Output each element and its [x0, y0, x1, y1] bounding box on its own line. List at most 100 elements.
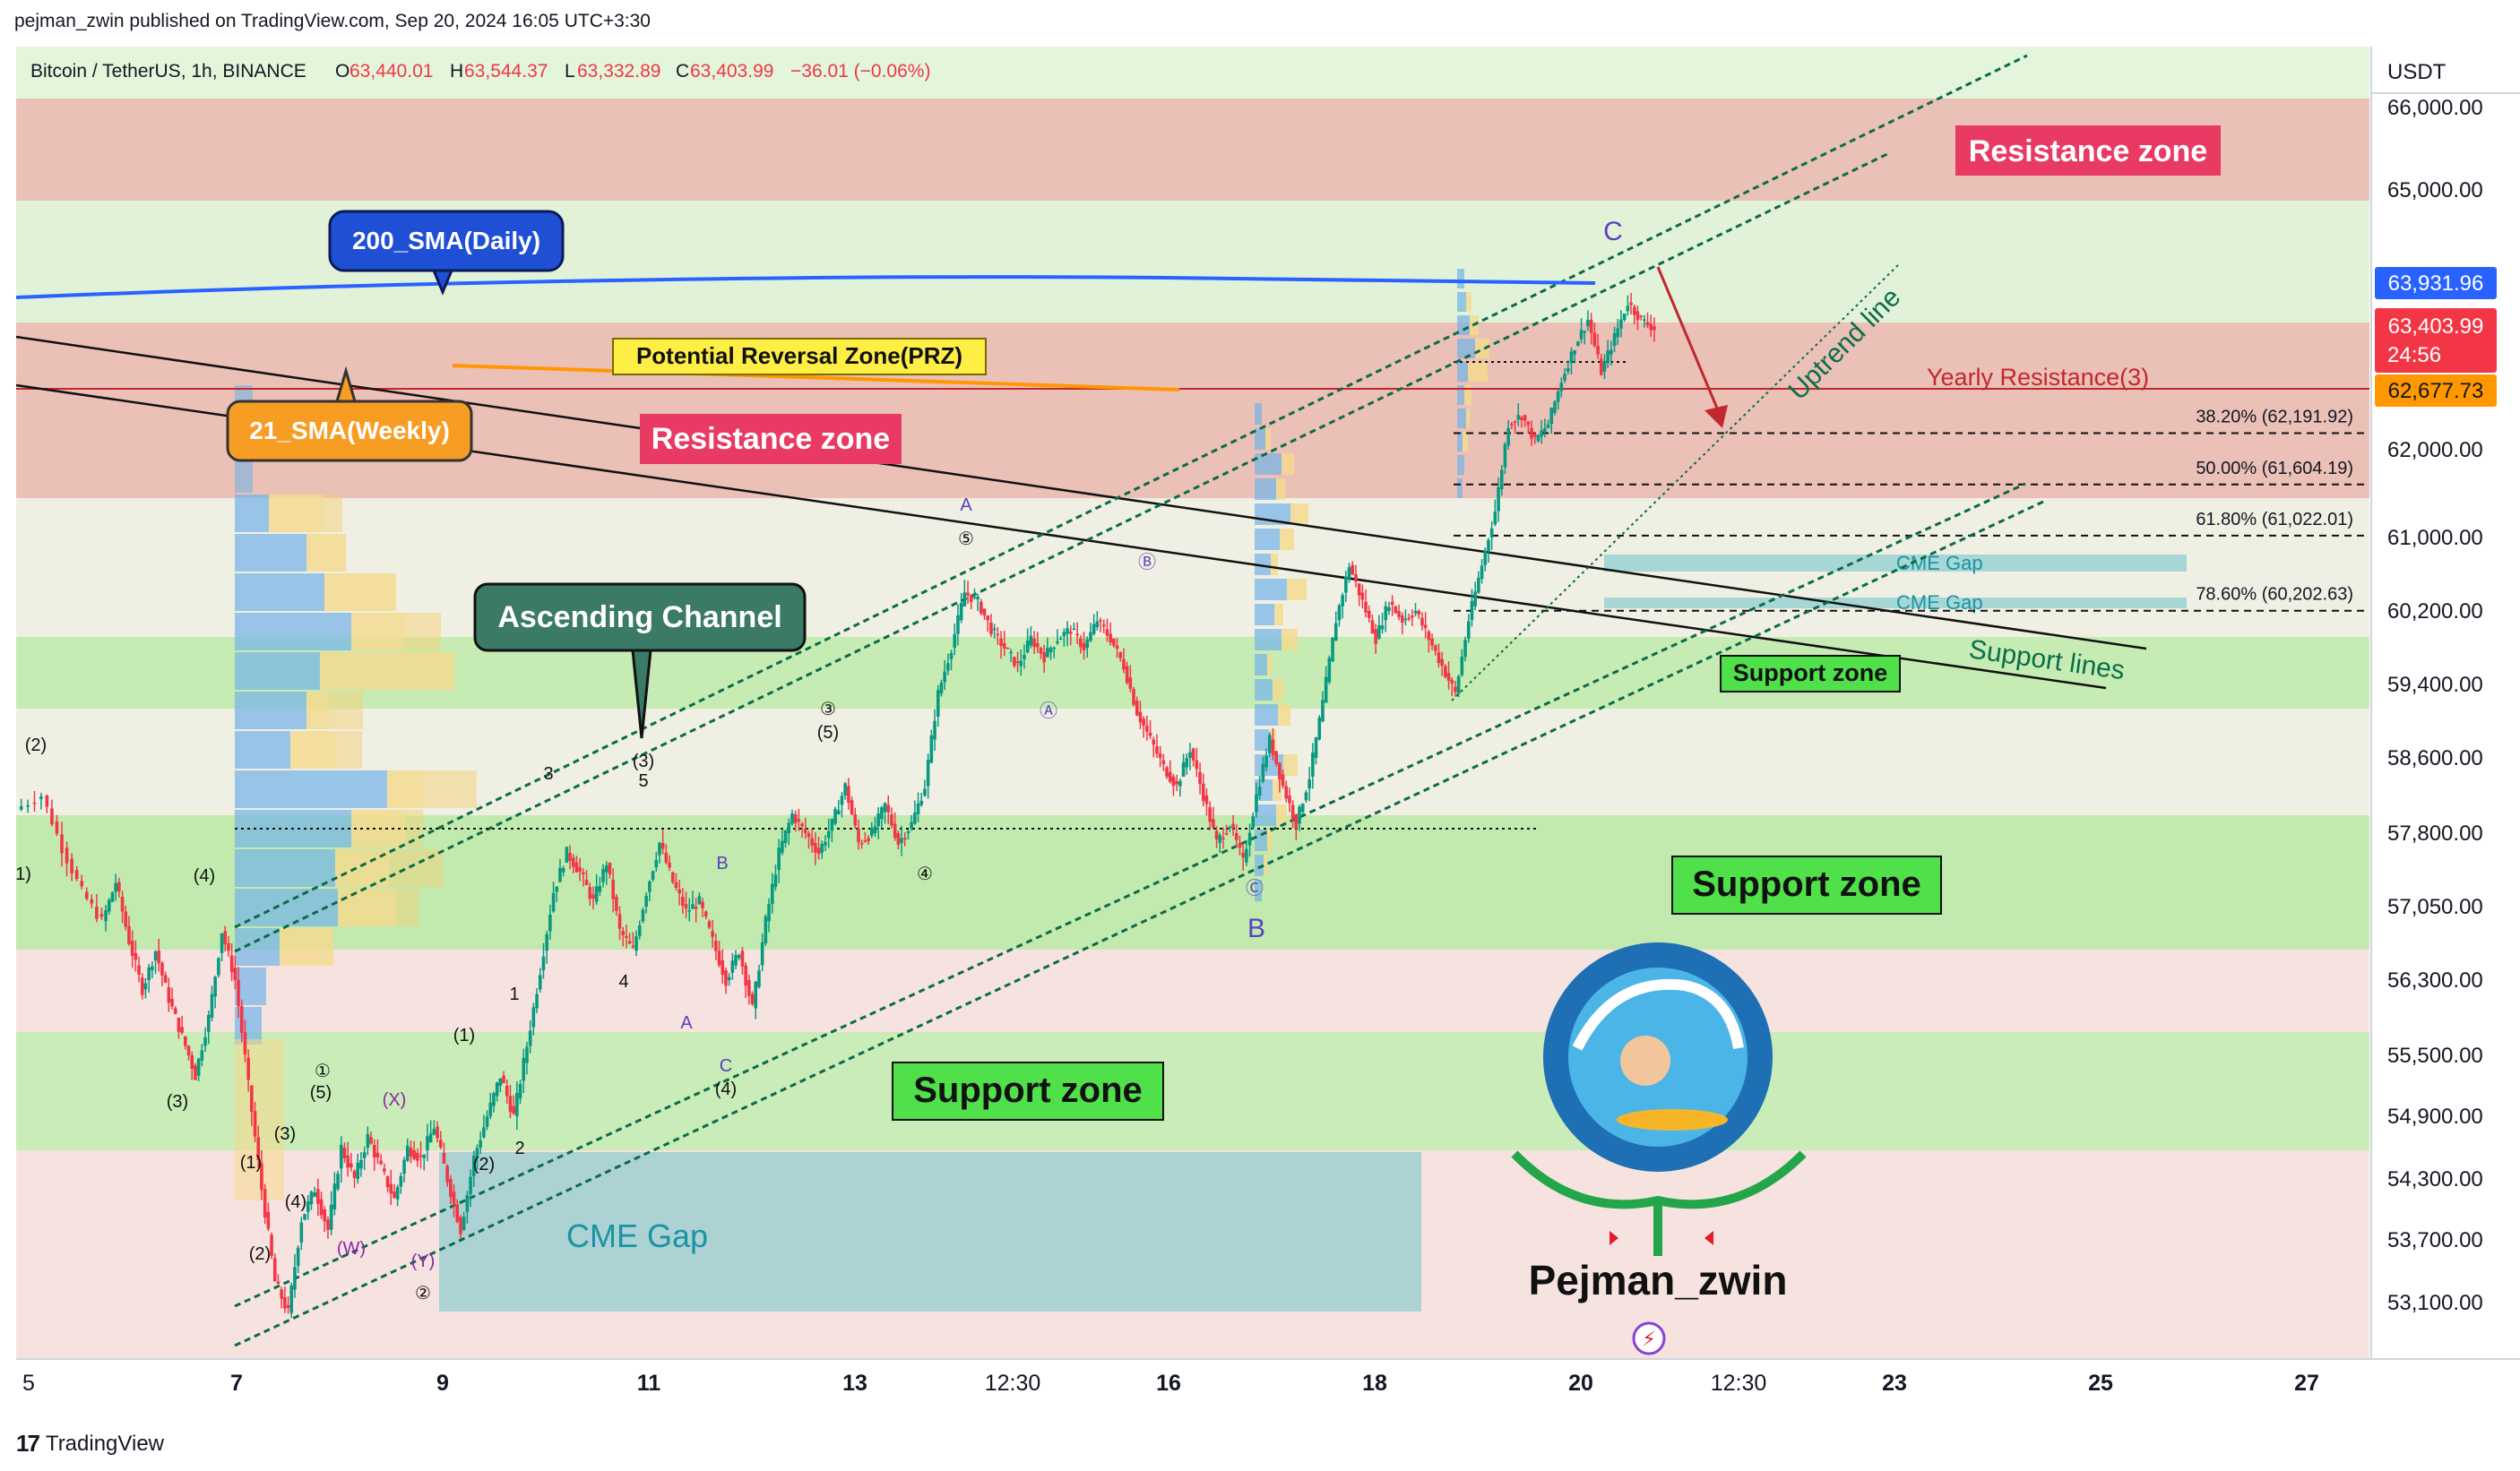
candle-body	[385, 1176, 390, 1188]
candle-body	[962, 592, 967, 606]
badge-support-zone-big[interactable]: Support zone	[1671, 856, 1942, 915]
candle-body	[1267, 735, 1272, 753]
candle-body	[272, 1258, 277, 1282]
candle-body	[982, 608, 987, 616]
candle-body	[462, 1217, 466, 1230]
candle-body	[1247, 832, 1252, 846]
candle-body	[1556, 391, 1560, 402]
candle-body	[1420, 617, 1424, 626]
candle-body	[266, 1211, 271, 1229]
candle-body	[1602, 361, 1607, 372]
candle-body	[703, 911, 708, 916]
candle-body	[153, 951, 158, 961]
y-tick-label: 53,100.00	[2387, 1291, 2483, 1315]
candle-body	[814, 842, 817, 853]
candle-body	[90, 899, 94, 904]
volume-bar-sell	[1274, 604, 1283, 625]
projection-arrow	[1656, 266, 1724, 422]
candle-body	[684, 904, 688, 909]
candle-body	[1099, 620, 1102, 622]
candle-body	[972, 596, 977, 598]
badge-resistance-zone-mid[interactable]: Resistance zone	[640, 414, 902, 464]
candle-body	[953, 633, 957, 648]
tradingview-logo[interactable]: 17 TradingView	[16, 1430, 164, 1458]
candle-body	[1360, 592, 1365, 600]
candle-body	[734, 954, 738, 966]
volume-bar-buy	[1255, 629, 1282, 650]
candle-body	[800, 823, 804, 827]
candle-body	[598, 885, 602, 892]
badge-ascending-channel[interactable]: Ascending Channel	[473, 582, 807, 739]
candle-body	[1191, 748, 1195, 761]
volume-bar-buy	[1457, 339, 1475, 358]
candle-body	[84, 891, 89, 899]
fib-label: 78.60% (60,202.63)	[2196, 585, 2353, 605]
candle-body	[956, 615, 960, 634]
badge-resistance-zone-top[interactable]: Resistance zone	[1955, 125, 2221, 176]
candle-body	[104, 910, 108, 922]
badge-support-zone-low[interactable]: Support zone	[892, 1062, 1164, 1121]
candle-body	[1370, 620, 1375, 634]
candle-body	[522, 1057, 526, 1081]
candle-body	[151, 966, 154, 971]
candle-body	[1417, 611, 1421, 615]
y-tick-label: 54,900.00	[2387, 1105, 2483, 1129]
badge-sma21[interactable]: 21_SMA(Weekly)	[226, 366, 473, 462]
candle-body	[184, 1037, 187, 1046]
volume-bar-sell	[1267, 830, 1273, 851]
candle-body	[730, 960, 735, 973]
candle-body	[1643, 319, 1646, 321]
prz-line	[452, 364, 1180, 391]
candle-body	[1454, 686, 1457, 692]
candle-body	[943, 671, 946, 683]
candle-body	[95, 907, 99, 919]
candle-body	[1394, 606, 1398, 614]
candle-body	[1530, 427, 1533, 439]
candle-body	[508, 1096, 513, 1113]
candle-body	[1324, 676, 1328, 703]
candle-body	[893, 823, 897, 839]
volume-bar-sell	[1468, 362, 1488, 382]
candle-body	[634, 936, 638, 951]
candle-body	[1092, 624, 1096, 634]
candle-body	[946, 663, 950, 671]
candle-body	[436, 1126, 439, 1139]
volume-bar-sell	[351, 613, 405, 650]
candle-body	[498, 1078, 503, 1086]
volume-bar-sell	[351, 810, 405, 847]
candle-body	[1563, 374, 1566, 381]
candle-body	[1579, 330, 1584, 340]
symbol-legend[interactable]: Bitcoin / TetherUS, 1h, BINANCE O 63,440…	[30, 61, 930, 82]
volume-profile-mid	[1255, 269, 1489, 901]
x-tick-label: 9	[436, 1371, 449, 1396]
price-axis[interactable]	[2371, 47, 2520, 1359]
badge-prz[interactable]: Potential Reversal Zone(PRZ)	[612, 338, 987, 375]
volume-bar-sell	[1271, 554, 1278, 575]
candle-body	[674, 882, 678, 889]
candle-body	[1056, 641, 1059, 643]
tag-last: 63,403.99 24:56	[2375, 308, 2497, 373]
candle-body	[1019, 660, 1023, 667]
x-tick-label: 13	[842, 1371, 867, 1396]
badge-support-zone-small[interactable]: Support zone	[1720, 655, 1901, 692]
candle-body	[1122, 658, 1126, 670]
candle-body	[571, 857, 575, 867]
badge-sma200[interactable]: 200_SMA(Daily)	[328, 210, 565, 296]
candle-body	[890, 814, 893, 826]
candle-body	[1125, 666, 1129, 684]
legend-close: 63,403.99	[690, 61, 773, 82]
zone-band-pink-1	[16, 950, 2369, 1032]
candle-body	[816, 847, 821, 855]
candle-body	[1075, 633, 1079, 636]
candle-body	[1446, 673, 1451, 681]
candle-body	[770, 883, 774, 905]
candle-body	[826, 830, 831, 839]
lightning-icon[interactable]	[1632, 1321, 1666, 1355]
candle-body	[584, 879, 589, 885]
x-ticks[interactable]: 5 7 9 11 13 12:30 16 18 20 12:30 23 25 27	[22, 1371, 2319, 1396]
candle-body	[1622, 314, 1627, 320]
candle-body	[1138, 711, 1143, 723]
candle-body	[465, 1195, 470, 1212]
candle-body	[289, 1285, 294, 1313]
